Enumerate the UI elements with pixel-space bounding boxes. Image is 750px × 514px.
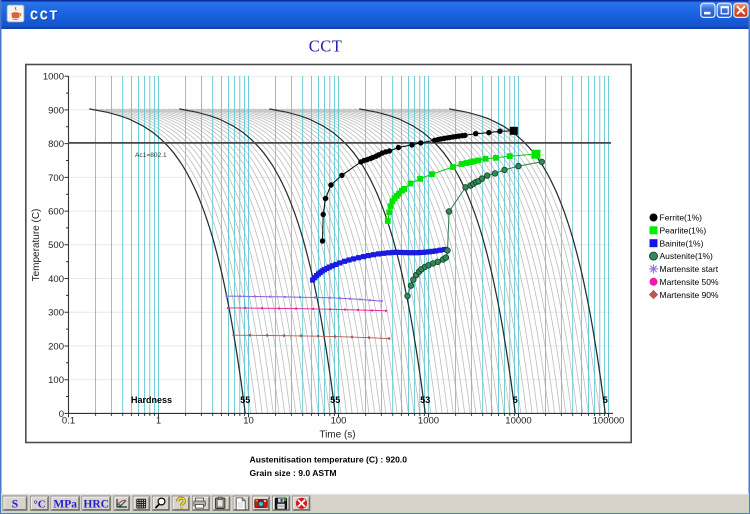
svg-text:Martensite 50%: Martensite 50%: [660, 277, 719, 287]
svg-text:HRC: HRC: [83, 499, 109, 511]
svg-text:Martensite 90%: Martensite 90%: [660, 290, 719, 300]
svg-text:CCT: CCT: [30, 10, 59, 25]
svg-text:Ac1=802.1: Ac1=802.1: [135, 152, 167, 159]
svg-text:1: 1: [156, 416, 161, 427]
svg-text:100: 100: [331, 416, 347, 427]
svg-text:Bainite(1%): Bainite(1%): [660, 238, 704, 248]
svg-text:500: 500: [48, 240, 64, 251]
svg-text:10: 10: [243, 416, 254, 427]
svg-text:55: 55: [330, 395, 340, 405]
svg-text:1000: 1000: [43, 72, 64, 83]
svg-text:Hardness: Hardness: [131, 395, 172, 405]
svg-text:0.1: 0.1: [62, 416, 75, 427]
svg-text:CCT: CCT: [31, 10, 60, 25]
svg-text:Austenitisation temperature (C: Austenitisation temperature (C) : 920.0: [250, 455, 408, 465]
svg-text:Austenite(1%): Austenite(1%): [660, 251, 714, 261]
svg-text:Temperature (C): Temperature (C): [31, 209, 42, 282]
svg-text:800: 800: [48, 139, 64, 150]
svg-text:S: S: [12, 499, 18, 511]
svg-text:600: 600: [48, 207, 64, 218]
svg-text:400: 400: [48, 274, 64, 285]
svg-text:MPa: MPa: [53, 499, 77, 511]
svg-text:Pearlite(1%): Pearlite(1%): [660, 226, 707, 236]
svg-text:10000: 10000: [505, 416, 531, 427]
svg-text:5: 5: [603, 395, 608, 405]
svg-text:100000: 100000: [593, 416, 625, 427]
svg-text:Grain size : 9.0 ASTM: Grain size : 9.0 ASTM: [250, 468, 337, 478]
svg-text:Time (s): Time (s): [319, 430, 355, 441]
svg-text:53: 53: [420, 395, 430, 405]
svg-text:0: 0: [59, 409, 64, 420]
svg-text:900: 900: [48, 105, 64, 116]
svg-text:5: 5: [513, 395, 518, 405]
svg-text:55: 55: [240, 395, 250, 405]
svg-text:200: 200: [48, 341, 64, 352]
svg-text:CCT: CCT: [309, 37, 343, 56]
svg-text:Ferrite(1%): Ferrite(1%): [660, 213, 703, 223]
svg-text:300: 300: [48, 308, 64, 319]
svg-text:Martensite start: Martensite start: [660, 264, 719, 274]
svg-text:100: 100: [48, 375, 64, 386]
svg-text:1000: 1000: [418, 416, 439, 427]
svg-text:°C: °C: [33, 499, 45, 511]
svg-text:700: 700: [48, 173, 64, 184]
